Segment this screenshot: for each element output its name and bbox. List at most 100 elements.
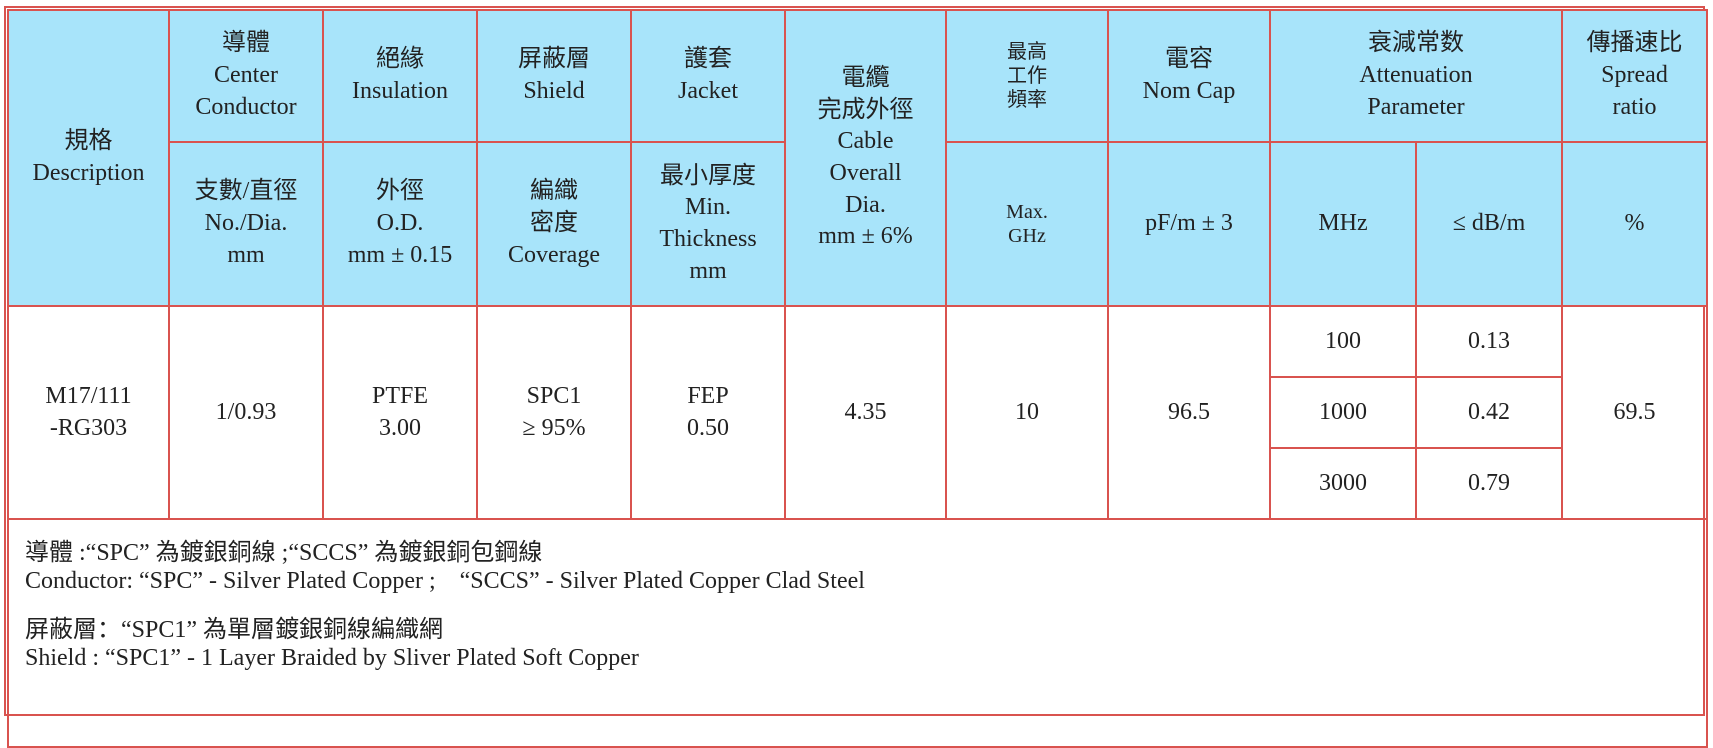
cell-line: 外徑 [376, 178, 424, 205]
header-cell: 絕緣 Insulation [322, 9, 478, 143]
cell-line: 完成外徑 [817, 96, 914, 123]
cell-line: 3.00 [379, 414, 421, 441]
header-cell: 導體 Center Conductor [168, 9, 324, 143]
header-cell: 傳播速比 Spread ratio [1561, 9, 1708, 143]
cell-line: Max. [1006, 201, 1048, 223]
page: 規格 Description 導體 Center Conductor 絕緣 Insulati… [4, 6, 1708, 748]
table-row: 3000 0.79 [8, 447, 1707, 520]
header-cell: 衰減常数 Attenuation Parameter [1269, 9, 1563, 143]
data-cell: 1000 [1269, 376, 1417, 449]
cell-line: GHz [1008, 225, 1046, 247]
header-cell: 護套 Jacket [630, 9, 786, 143]
cell-line: PTFE [371, 382, 428, 409]
header-cell: ≤ dB/m [1415, 141, 1563, 307]
header-cell: 支數/直徑 No./Dia. mm [168, 141, 324, 307]
note-line: 導體 :“SPC” 為鍍銀銅線 ;“SCCS” 為鍍銀銅包鋼線 [25, 540, 543, 566]
cell-line: 規格 [64, 128, 113, 155]
cell-line: mm ± 6% [818, 223, 913, 250]
cell-line: mm [227, 241, 265, 268]
cell-line: Nom Cap [1142, 78, 1236, 104]
cell-line: Spread [1601, 62, 1668, 89]
data-cell: 3000 [1269, 447, 1417, 520]
cell-line: Dia. [845, 191, 886, 218]
cell-text: 100 [1325, 327, 1361, 354]
cell-line: pF/m ± 3 [1145, 210, 1233, 237]
cell-line: Thickness [659, 226, 757, 252]
cell-line: M17/111 [45, 382, 132, 409]
table-row: M17/111 -RG303 1/0.93 PTFE 3.00 SPC1 ≥ 95% FEP 0… [7, 305, 1708, 520]
cell-line: 屏蔽層 [518, 46, 590, 73]
cell-line: 電纜 [841, 64, 890, 91]
header-cell: Max. GHz [945, 141, 1109, 307]
table-row: 支數/直徑 No./Dia. mm 外徑 O.D. mm ± 0.15 編織密度 Covera… [8, 141, 1708, 307]
cell-line: Description [32, 160, 145, 186]
cell-text: 0.79 [1468, 469, 1510, 496]
cell-line: ≥ 95% [522, 414, 586, 441]
cell-line: % [1624, 210, 1645, 237]
data-cell: PTFE 3.00 [322, 305, 478, 520]
header-cell: 電容 Nom Cap [1107, 9, 1271, 143]
header-cell: % [1561, 141, 1708, 307]
cell-line: Min. [684, 194, 731, 221]
cell-line: 電容 [1165, 46, 1213, 73]
data-cell: SPC1 ≥ 95% [476, 305, 632, 520]
header-cell: 最高 工作 頻率 [945, 9, 1109, 143]
cell-line: O.D. [376, 210, 424, 237]
cell-line: mm ± 0.15 [347, 241, 453, 268]
cell-line: 支數/直徑 [194, 178, 298, 205]
notes-cell: 導體 :“SPC” 為鍍銀銅線 ;“SCCS” 為鍍銀銅包鋼線 Conductor… [7, 518, 1708, 748]
cell-line: 頻率 [1007, 89, 1047, 111]
cell-line: Overall [829, 160, 902, 186]
cell-line: FEP [687, 382, 729, 409]
header-cell: MHz [1269, 141, 1417, 307]
cell-line: MHz [1318, 210, 1368, 237]
cell-line: Shield [523, 78, 585, 104]
cell-line: 護套 [684, 46, 732, 73]
table-row: 導體 :“SPC” 為鍍銀銅線 ;“SCCS” 為鍍銀銅包鋼線 Conductor… [7, 518, 1708, 748]
header-cell: 編織密度 Coverage [476, 141, 632, 307]
note-line: Shield : “SPC1” - 1 Layer Braided by Sli… [25, 644, 639, 671]
data-cell: 4.35 [784, 305, 947, 520]
cell-line: 傳播速比 [1586, 30, 1683, 57]
cell-line: 編織 [530, 178, 578, 205]
data-cell: 69.5 [1561, 305, 1708, 520]
note-block: 屏蔽層：“SPC1” 為單層鍍銀銅線編織網 Shield : “SPC1” - 1… [25, 617, 1690, 672]
cell-line: 最高 [1007, 41, 1047, 63]
note-line: Conductor: “SPC” - Silver Plated Copper … [25, 567, 865, 594]
data-cell: 100 [1269, 305, 1417, 378]
data-cell: 10 [945, 305, 1109, 520]
cell-line: Parameter [1367, 93, 1465, 120]
header-cell: 電纜 完成外徑 Cable Overall Dia. mm ± 6% [784, 9, 947, 307]
note-line: 屏蔽層：“SPC1” 為單層鍍銀銅線編織網 [25, 617, 444, 644]
header-cell: 規格 Description [7, 9, 170, 307]
cell-text: 3000 [1319, 469, 1367, 496]
cell-line: Conductor [195, 93, 297, 120]
cell-line: ≤ dB/m [1452, 210, 1526, 237]
header-cell: 屏蔽層 Shield [476, 9, 632, 143]
cell-line: Attenuation [1359, 62, 1473, 89]
cell-line: Coverage [508, 241, 600, 268]
data-cell: 0.42 [1415, 376, 1563, 449]
cell-line: SPC1 [526, 382, 582, 409]
cell-line: 96.5 [1168, 398, 1210, 425]
cell-line: 密度 [530, 210, 578, 237]
cell-line: 工作 [1007, 65, 1047, 87]
spec-sheet: 規格 Description 導體 Center Conductor 絕緣 Insulati… [4, 6, 1708, 748]
table-row: 規格 Description 導體 Center Conductor 絕緣 Insulati… [7, 9, 1708, 307]
cell-line: 衰減常数 [1368, 30, 1464, 57]
header-cell: pF/m ± 3 [1107, 141, 1271, 307]
note-block: 導體 :“SPC” 為鍍銀銅線 ;“SCCS” 為鍍銀銅包鋼線 Conductor… [25, 540, 1690, 595]
cell-line: 導體 [222, 30, 270, 57]
cell-line: Jacket [678, 78, 738, 104]
data-cell: 0.79 [1415, 447, 1563, 520]
cell-line: ratio [1612, 93, 1657, 120]
cell-line: Center [214, 62, 278, 89]
cell-line: 10 [1015, 398, 1039, 425]
data-cell: 0.13 [1415, 305, 1563, 378]
data-cell: 96.5 [1107, 305, 1271, 520]
data-cell: 1/0.93 [168, 305, 324, 520]
cell-line: 0.50 [687, 414, 729, 441]
data-cell: FEP 0.50 [630, 305, 786, 520]
cell-line: 69.5 [1613, 398, 1656, 425]
cell-line: 1/0.93 [215, 398, 277, 425]
